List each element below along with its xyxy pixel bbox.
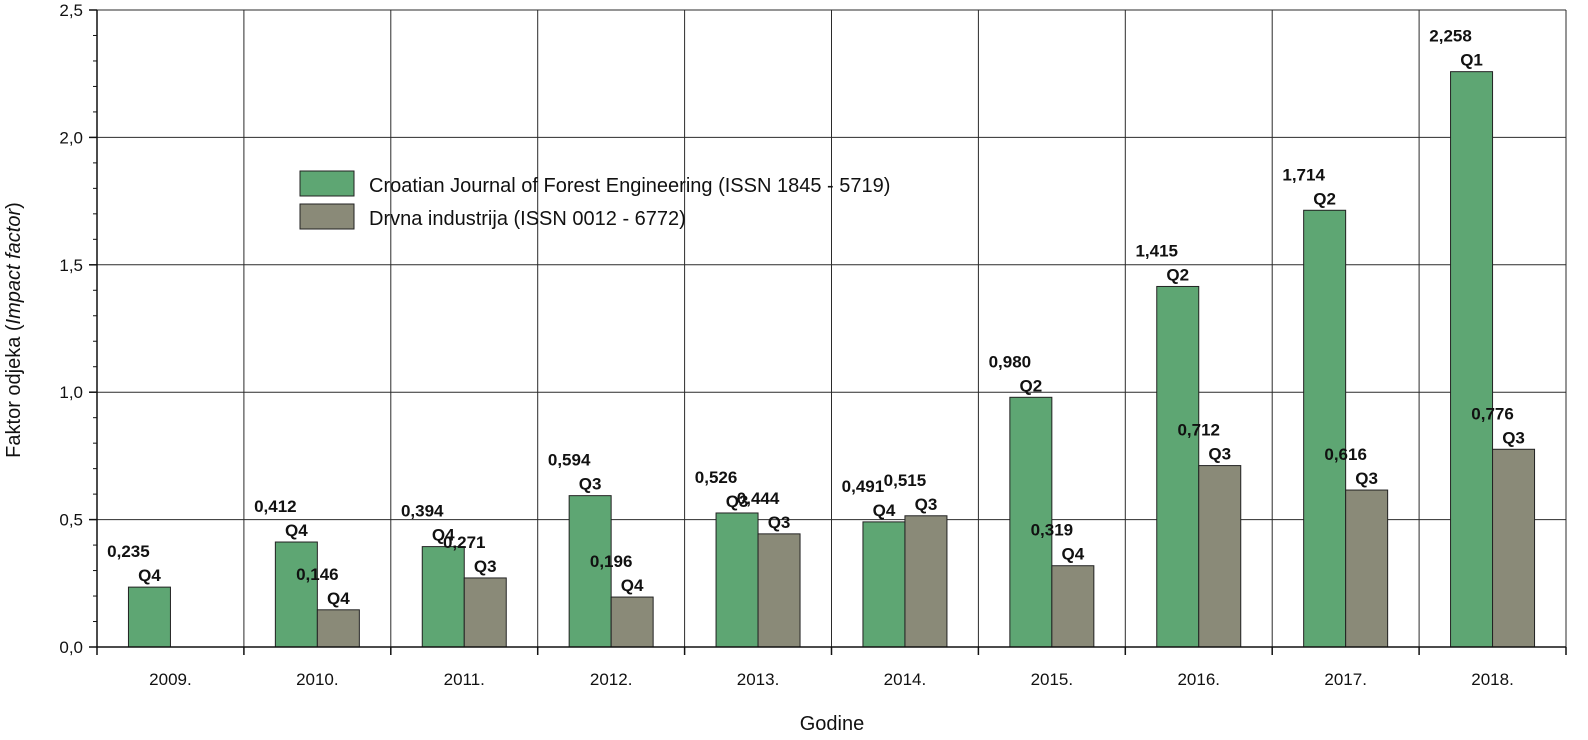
- data-label: 0,980: [989, 352, 1032, 371]
- data-label: 0,235: [107, 542, 150, 561]
- quartile-label: Q4: [285, 521, 308, 540]
- y-tick-label: 0,5: [59, 511, 83, 530]
- bar: [904, 515, 948, 648]
- x-tick-label: 2018.: [1471, 670, 1514, 689]
- bar: [1198, 465, 1242, 648]
- data-label: 0,526: [695, 468, 738, 487]
- bar: [1051, 565, 1095, 648]
- bars: [127, 71, 1536, 648]
- bar: [1156, 285, 1200, 648]
- bar: [1492, 448, 1536, 648]
- data-label: 1,415: [1135, 241, 1178, 260]
- x-tick-label: 2015.: [1031, 670, 1074, 689]
- bar: [568, 495, 612, 648]
- legend-swatch-cjfe: [299, 170, 355, 197]
- data-label: 0,412: [254, 497, 297, 516]
- y-tick-label: 0,0: [59, 638, 83, 657]
- data-label: 0,444: [737, 489, 780, 508]
- bar: [610, 596, 654, 648]
- data-label: 0,776: [1471, 404, 1514, 423]
- quartile-label: Q3: [1502, 428, 1525, 447]
- data-label: 0,491: [842, 477, 885, 496]
- bar: [1450, 71, 1494, 648]
- x-axis-title: Godine: [800, 713, 865, 735]
- quartile-label: Q1: [1460, 51, 1483, 70]
- data-label: 0,515: [884, 471, 927, 490]
- bar: [421, 546, 465, 648]
- quartile-label: Q2: [1166, 265, 1189, 284]
- bar: [1009, 396, 1053, 648]
- quartile-label: Q3: [768, 513, 791, 532]
- quartile-label: Q4: [1062, 545, 1085, 564]
- quartile-label: Q2: [1020, 376, 1043, 395]
- bar: [1345, 489, 1389, 648]
- axes: 2009. 2010. 2011. 2012. 2013. 2014. 2015. 2016.…: [59, 1, 1567, 689]
- x-tick-label: 2014.: [884, 670, 927, 689]
- quartile-label: Q3: [726, 492, 749, 511]
- legend-swatch-drvna: [299, 203, 355, 230]
- y-tick-label: 1,5: [59, 256, 83, 275]
- bar: [463, 577, 507, 648]
- quartile-label: Q2: [1313, 189, 1336, 208]
- data-label: 2,258: [1429, 27, 1472, 46]
- data-labels: 0,235Q40,412Q40,146Q40,394Q40,271Q30,594…: [107, 27, 1525, 608]
- quartile-label: Q3: [474, 557, 497, 576]
- y-axis-title: Faktor odjeka (Impact factor): [3, 202, 25, 458]
- data-label: 0,712: [1177, 421, 1220, 440]
- bar: [316, 609, 360, 648]
- quartile-label: Q4: [327, 589, 350, 608]
- data-label: 0,271: [443, 533, 486, 552]
- quartile-label: Q4: [873, 501, 896, 520]
- data-label: 0,319: [1031, 521, 1074, 540]
- quartile-label: Q3: [579, 475, 602, 494]
- bar: [862, 521, 906, 648]
- data-label: 1,714: [1282, 165, 1325, 184]
- quartile-label: Q3: [915, 495, 938, 514]
- legend: Croatian Journal of Forest Engineering (…: [299, 170, 890, 230]
- legend-label-cjfe: Croatian Journal of Forest Engineering (…: [369, 175, 890, 197]
- x-tick-label: 2010.: [296, 670, 339, 689]
- quartile-label: Q4: [432, 526, 455, 545]
- quartile-label: Q3: [1355, 469, 1378, 488]
- quartile-label: Q4: [138, 566, 161, 585]
- data-label: 0,616: [1324, 445, 1367, 464]
- quartile-label: Q3: [1208, 445, 1231, 464]
- x-tick-label: 2009.: [149, 670, 192, 689]
- y-tick-label: 2,5: [59, 1, 83, 20]
- bar: [757, 533, 801, 648]
- y-tick-label: 1,0: [59, 383, 83, 402]
- x-tick-label: 2011.: [444, 670, 485, 689]
- bar: [127, 586, 171, 648]
- y-tick-label: 2,0: [59, 128, 83, 147]
- x-tick-label: 2017.: [1324, 670, 1367, 689]
- data-label: 0,146: [296, 565, 339, 584]
- bar: [1303, 209, 1347, 648]
- grid-lines: [97, 9, 1567, 647]
- legend-label-drvna: Drvna industrija (ISSN 0012 - 6772): [369, 208, 686, 230]
- bar: [274, 541, 318, 648]
- data-label: 0,196: [590, 552, 633, 571]
- x-tick-label: 2012.: [590, 670, 633, 689]
- data-label: 0,394: [401, 502, 444, 521]
- x-tick-label: 2013.: [737, 670, 780, 689]
- bar: [715, 512, 759, 648]
- x-tick-label: 2016.: [1177, 670, 1220, 689]
- quartile-label: Q4: [621, 576, 644, 595]
- data-label: 0,594: [548, 451, 591, 470]
